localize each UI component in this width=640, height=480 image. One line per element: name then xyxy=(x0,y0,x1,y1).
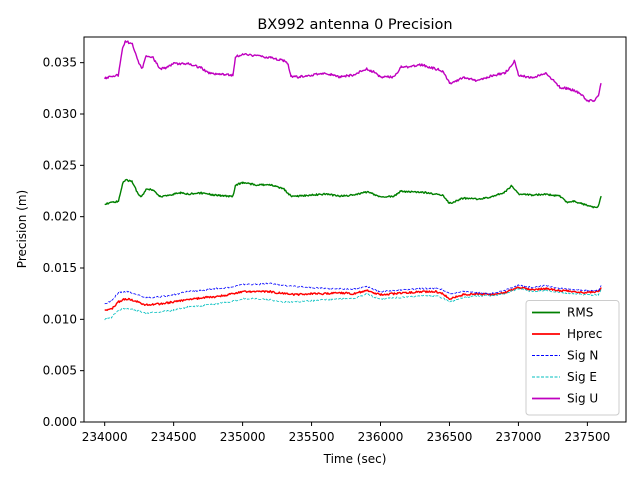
y-tick-label: 0.005 xyxy=(43,364,77,378)
series-layer xyxy=(104,40,602,321)
legend-label: Sig E xyxy=(567,370,597,384)
y-tick-label: 0.035 xyxy=(43,56,77,70)
legend-label: Sig U xyxy=(567,392,598,406)
y-tick-label: 0.030 xyxy=(43,107,77,121)
x-tick-label: 237000 xyxy=(496,430,542,444)
x-tick-label: 234500 xyxy=(151,430,197,444)
x-tick-label: 235000 xyxy=(220,430,266,444)
legend-box xyxy=(525,300,620,416)
series-line-hprec xyxy=(104,286,602,311)
plot-frame xyxy=(83,36,627,423)
y-tick-label: 0.025 xyxy=(43,158,77,172)
x-tick-label: 237500 xyxy=(564,430,610,444)
series-line-sig-n xyxy=(104,282,602,305)
x-tick-label: 235500 xyxy=(289,430,335,444)
x-tick-label: 234000 xyxy=(82,430,128,444)
series-line-sig-u xyxy=(104,40,602,103)
legend-label: Hprec xyxy=(567,327,602,341)
x-axis-label: Time (sec) xyxy=(323,452,387,466)
x-tick-label: 236000 xyxy=(358,430,404,444)
y-axis-label: Precision (m) xyxy=(15,190,29,268)
y-tick-label: 0.020 xyxy=(43,210,77,224)
y-axis: 0.000 0.005 0.010 0.015 0.020 0.025 0.030 0.035 xyxy=(43,56,84,429)
series-line-sig-e xyxy=(104,288,602,321)
x-tick-label: 236500 xyxy=(427,430,473,444)
series-line-rms xyxy=(104,178,602,209)
legend: RMS Hprec Sig N Sig E Sig U xyxy=(525,300,620,416)
legend-label: RMS xyxy=(567,306,593,320)
y-tick-label: 0.000 xyxy=(43,415,77,429)
y-tick-label: 0.015 xyxy=(43,261,77,275)
y-tick-label: 0.010 xyxy=(43,312,77,326)
legend-label: Sig N xyxy=(567,349,598,363)
chart-title: BX992 antenna 0 Precision xyxy=(257,17,452,33)
x-axis: 234000 234500 235000 235500 236000 236500 2370… xyxy=(82,422,610,444)
